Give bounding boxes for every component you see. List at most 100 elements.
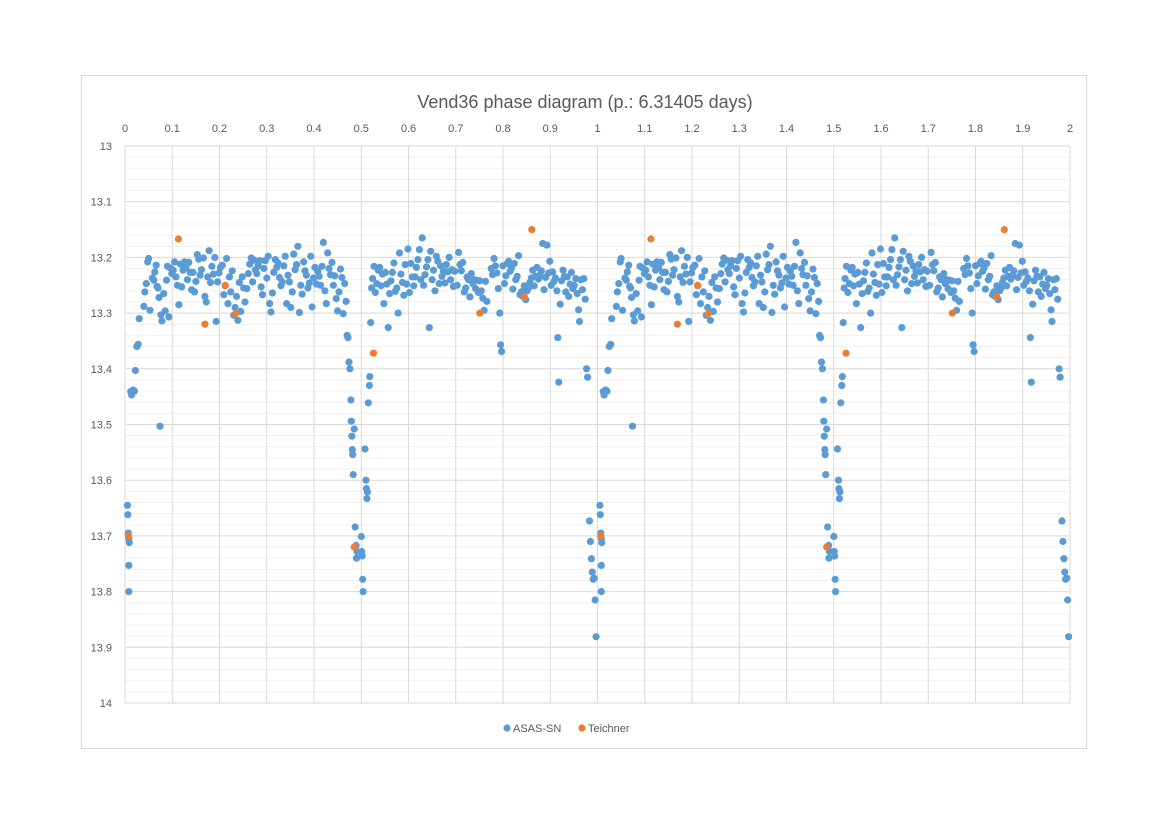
- data-point: [393, 284, 401, 292]
- data-point: [679, 278, 687, 287]
- data-point: [692, 291, 700, 299]
- data-point: [687, 269, 696, 277]
- data-point: [955, 297, 964, 305]
- data-point: [699, 288, 707, 296]
- data-point: [694, 281, 702, 289]
- data-point: [839, 319, 847, 327]
- data-point: [317, 281, 325, 289]
- x-tick-label: 0.1: [165, 123, 180, 135]
- data-point: [886, 256, 895, 264]
- data-point: [509, 285, 517, 293]
- data-point: [632, 290, 640, 298]
- data-point: [481, 277, 490, 285]
- data-point: [802, 281, 810, 289]
- data-point: [728, 257, 736, 265]
- data-point: [664, 277, 673, 285]
- y-tick-label: 13.1: [91, 197, 112, 209]
- x-tick-label: 0: [122, 123, 128, 135]
- data-point: [199, 254, 207, 262]
- data-point: [125, 588, 133, 596]
- data-point: [160, 290, 168, 298]
- data-point: [387, 277, 395, 285]
- data-point: [422, 263, 431, 271]
- data-point: [923, 267, 931, 275]
- data-point: [782, 274, 790, 282]
- grid-lines: [124, 145, 1071, 704]
- data-point: [685, 317, 693, 326]
- data-point: [551, 274, 559, 282]
- data-point: [315, 272, 323, 280]
- data-point: [241, 298, 249, 306]
- data-point: [1029, 300, 1037, 308]
- data-point: [678, 247, 686, 255]
- data-point: [822, 471, 830, 479]
- chart-title: Vend36 phase diagram (p.: 6.31405 days): [417, 92, 752, 112]
- data-point: [344, 334, 352, 342]
- data-point: [1013, 286, 1021, 294]
- data-point: [704, 303, 712, 312]
- data-point: [759, 303, 767, 312]
- data-point: [1060, 555, 1068, 563]
- data-point: [731, 291, 739, 299]
- data-point: [788, 272, 796, 280]
- data-point: [278, 278, 286, 286]
- data-point: [369, 349, 378, 357]
- data-point: [125, 539, 133, 547]
- data-point: [292, 261, 301, 269]
- data-point: [415, 246, 423, 254]
- data-point: [756, 271, 765, 279]
- data-point: [1054, 295, 1062, 303]
- data-point: [476, 277, 484, 285]
- data-point: [751, 278, 759, 286]
- data-point: [563, 273, 571, 281]
- data-point: [798, 264, 806, 273]
- data-point: [345, 358, 353, 366]
- data-point: [395, 249, 404, 257]
- data-point: [384, 324, 392, 332]
- data-point: [405, 288, 413, 297]
- data-point: [369, 275, 377, 283]
- y-tick-label: 13.9: [91, 642, 112, 654]
- data-point: [256, 257, 264, 265]
- data-point: [367, 319, 375, 327]
- data-point: [772, 258, 780, 266]
- data-point: [268, 289, 276, 297]
- data-point: [249, 278, 257, 286]
- data-point: [350, 425, 358, 433]
- data-point: [670, 266, 678, 274]
- data-point: [365, 381, 373, 390]
- data-point: [124, 511, 132, 519]
- data-point: [858, 290, 866, 298]
- data-point: [815, 297, 823, 305]
- data-point: [156, 422, 164, 430]
- data-point: [171, 258, 179, 266]
- data-point: [837, 399, 845, 407]
- data-point: [891, 234, 899, 242]
- data-point: [341, 280, 349, 288]
- data-point: [308, 303, 316, 311]
- data-point: [445, 253, 453, 261]
- data-point: [565, 292, 573, 300]
- data-point: [597, 588, 605, 596]
- data-point: [1046, 290, 1054, 298]
- legend-label: Teichner: [588, 723, 630, 735]
- data-point: [123, 501, 131, 509]
- data-point: [722, 256, 731, 264]
- y-tick-label: 13.5: [91, 420, 112, 432]
- data-point: [983, 259, 991, 268]
- data-point: [721, 278, 729, 286]
- data-point: [1051, 286, 1059, 294]
- data-point: [1065, 633, 1073, 641]
- data-point: [618, 306, 627, 314]
- data-point: [663, 288, 671, 296]
- data-point: [125, 561, 133, 569]
- data-point: [567, 268, 576, 276]
- data-point: [717, 270, 725, 278]
- data-point: [363, 488, 371, 496]
- data-point: [361, 445, 369, 453]
- data-point: [657, 258, 665, 266]
- data-point: [931, 258, 939, 266]
- data-point: [647, 235, 655, 243]
- data-point: [502, 272, 510, 280]
- data-point: [823, 425, 831, 433]
